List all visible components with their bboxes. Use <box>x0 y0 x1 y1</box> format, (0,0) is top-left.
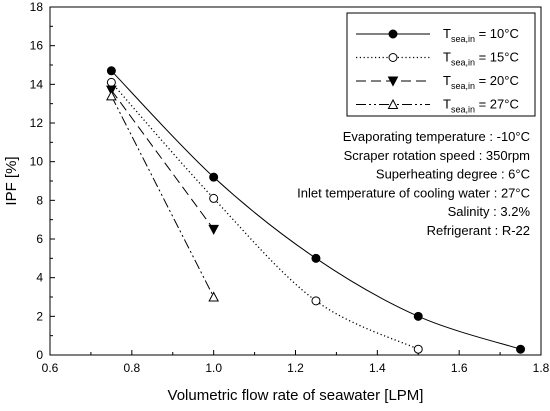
data-point <box>208 224 219 235</box>
x-axis-label: Volumetric flow rate of seawater [LPM] <box>168 387 424 404</box>
y-tick-label: 8 <box>36 193 43 207</box>
series-line <box>111 70 521 350</box>
legend-label: Tsea,in = 20°C <box>443 73 519 91</box>
y-tick-label: 6 <box>36 232 43 246</box>
y-tick-label: 4 <box>36 271 43 285</box>
legend-label-unit: °C <box>504 97 519 112</box>
data-point <box>106 77 116 87</box>
legend-label-value: = 10 <box>475 26 504 41</box>
y-axis-label: IPF [%] <box>3 156 20 205</box>
series-2 <box>106 85 219 235</box>
legend-label-main: T <box>443 26 451 41</box>
legend-label-sub: sea,in <box>451 105 475 115</box>
x-tick-label: 1.6 <box>451 361 468 375</box>
legend-label-unit: °C <box>504 50 519 65</box>
legend-label-unit: °C <box>504 26 519 41</box>
data-point <box>209 172 219 182</box>
annotation-line: Superheating degree : 6°C <box>376 167 530 182</box>
legend-label-sub: sea,in <box>451 58 475 68</box>
series-3 <box>106 90 219 302</box>
legend-label-main: T <box>443 50 451 65</box>
annotation-line: Scraper rotation speed : 350rpm <box>344 148 530 163</box>
legend-label-value: = 20 <box>475 73 504 88</box>
series-1 <box>106 77 423 354</box>
y-tick-label: 16 <box>30 39 44 53</box>
x-tick-label: 1.8 <box>533 361 550 375</box>
legend-label: Tsea,in = 27°C <box>443 97 519 115</box>
legend-item: Tsea,in = 20°C <box>356 73 519 91</box>
data-point <box>388 53 398 62</box>
data-point <box>209 193 219 203</box>
series-line <box>110 81 419 350</box>
legend-label-value: = 15 <box>475 50 504 65</box>
x-tick-label: 0.8 <box>123 361 140 375</box>
series-0 <box>106 66 526 354</box>
data-point <box>311 296 321 306</box>
data-point <box>106 90 117 101</box>
legend-label-sub: sea,in <box>451 81 475 91</box>
data-point <box>311 253 321 263</box>
series-layer <box>106 66 526 354</box>
data-point <box>413 311 423 321</box>
annotations: Evaporating temperature : -10°C Scraper r… <box>297 129 530 238</box>
annotation-line: Evaporating temperature : -10°C <box>343 129 530 144</box>
y-tick-label: 0 <box>36 348 43 362</box>
x-tick-label: 0.6 <box>42 361 59 375</box>
y-tick-label: 2 <box>36 309 43 323</box>
legend-box <box>346 12 536 117</box>
data-point <box>388 29 398 39</box>
data-point <box>387 98 399 109</box>
series-line <box>110 89 215 230</box>
legend-label: Tsea,in = 15°C <box>443 50 519 68</box>
x-tick-label: 1.4 <box>369 361 386 375</box>
legend-label-value: = 27 <box>475 97 504 112</box>
y-axis: 0 2 4 6 8 10 12 14 16 18 <box>30 0 55 362</box>
data-point <box>106 66 116 76</box>
data-point <box>208 291 219 302</box>
x-tick-label: 1.2 <box>287 361 304 375</box>
y-tick-label: 12 <box>30 116 44 130</box>
annotation-line: Inlet temperature of cooling water : 27°… <box>297 185 530 200</box>
data-point <box>516 344 526 354</box>
legend-label-main: T <box>443 73 451 88</box>
y-tick-label: 14 <box>30 77 44 91</box>
x-axis: 0.6 0.8 1.0 1.2 1.4 1.6 1.8 <box>42 350 550 375</box>
annotation-line: Refrigerant : R-22 <box>427 223 530 238</box>
x-tick-label: 1.0 <box>205 361 222 375</box>
y-tick-label: 18 <box>30 0 44 14</box>
legend-label-unit: °C <box>504 73 519 88</box>
legend-item: Tsea,in = 10°C <box>356 26 519 44</box>
legend-label-main: T <box>443 97 451 112</box>
data-point <box>413 344 423 354</box>
y-tick-label: 10 <box>30 155 44 169</box>
data-point <box>387 76 399 87</box>
legend-label: Tsea,in = 10°C <box>443 26 519 44</box>
annotation-line: Salinity : 3.2% <box>448 204 531 219</box>
legend-label-sub: sea,in <box>451 34 475 44</box>
series-line <box>110 95 215 298</box>
legend-item: Tsea,in = 15°C <box>356 50 519 68</box>
legend-item: Tsea,in = 27°C <box>356 97 519 115</box>
